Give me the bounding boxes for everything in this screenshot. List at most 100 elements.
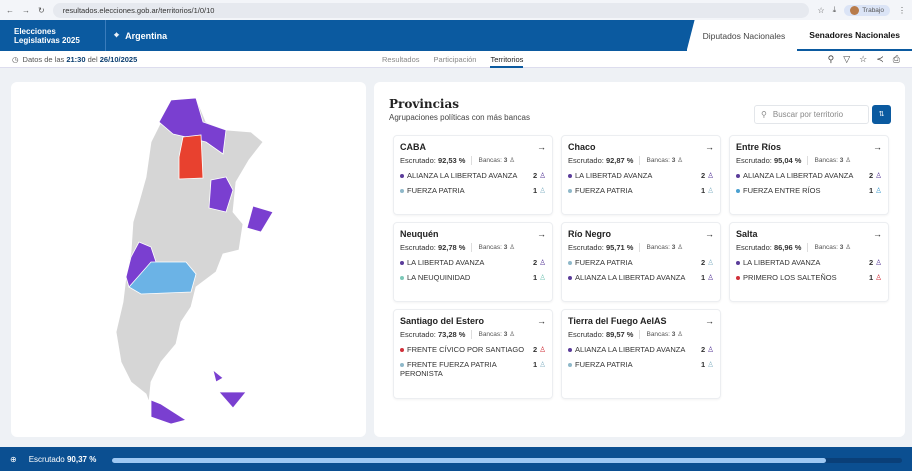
province-name: Chaco [568, 142, 596, 152]
party-seats: 2 [701, 171, 706, 180]
party-row: LA LIBERTAD AVANZA 2 ♙ [736, 258, 882, 267]
person-icon: ♙ [845, 244, 852, 251]
star-icon[interactable]: ☆ [817, 5, 825, 15]
party-color-dot [400, 174, 404, 179]
party-seats: 2 [869, 171, 874, 180]
menu-icon[interactable]: ⋮ [898, 5, 906, 15]
party-row: FRENTE FUERZA PATRIA PERONISTA 1 ♙ [400, 360, 546, 378]
share-icon[interactable]: ≺ [876, 53, 884, 64]
escrutado: Escrutado: 95,04 % [736, 156, 802, 165]
arrow-right-icon[interactable]: → [537, 316, 546, 326]
favorite-icon[interactable]: ☆ [859, 53, 868, 64]
person-icon: ♙ [875, 186, 882, 195]
tab-senadores[interactable]: Senadores Nacionales [797, 20, 912, 51]
arrow-right-icon[interactable]: → [873, 142, 882, 152]
filter-icon[interactable]: ▽ [843, 53, 851, 64]
footer-progress: ⊕ Escrutado 90,37 % [0, 447, 912, 471]
party-seats: 1 [869, 186, 874, 195]
forward-icon[interactable]: → [22, 5, 30, 15]
arrow-right-icon[interactable]: → [537, 229, 546, 239]
province-card[interactable]: Chaco → Escrutado: 92,87 % Bancas: 3 ♙ LA L… [561, 135, 721, 215]
province-card[interactable]: Entre Ríos → Escrutado: 95,04 % Bancas: 3 … [729, 135, 889, 215]
profile-button[interactable]: Trabajo [844, 4, 890, 16]
back-icon[interactable]: ← [6, 5, 14, 15]
map-argentina-outline [115, 97, 264, 403]
person-icon: ♙ [677, 157, 684, 164]
party-seats: 2 [533, 258, 538, 267]
escrutado: Escrutado: 92,78 % [400, 243, 466, 252]
provinces-panel: Provincias Agrupaciones políticas con má… [374, 82, 905, 437]
party-seats: 1 [533, 273, 538, 282]
party-color-dot [568, 189, 572, 194]
party-color-dot [400, 363, 404, 368]
tab-territorios[interactable]: Territorios [490, 51, 524, 68]
province-card[interactable]: Tierra del Fuego AeIAS → Escrutado: 89,57… [561, 309, 721, 399]
download-icon[interactable]: ⤓ [832, 5, 837, 14]
tab-participacion[interactable]: Participación [433, 54, 477, 64]
map-province-salta-jujuy[interactable] [158, 97, 227, 155]
party-row: ALIANZA LA LIBERTAD AVANZA 1 ♙ [568, 273, 714, 282]
sort-button[interactable]: ⇅ [872, 105, 891, 124]
province-card[interactable]: Río Negro → Escrutado: 95,71 % Bancas: 3 ♙… [561, 222, 721, 302]
party-color-dot [736, 189, 740, 194]
party-seats: 1 [701, 360, 706, 369]
reload-icon[interactable]: ↻ [38, 5, 45, 15]
party-name: LA NEUQUINIDAD [407, 273, 471, 282]
map-islas-malvinas[interactable] [212, 368, 247, 409]
province-card[interactable]: Santiago del Estero → Escrutado: 73,28 % B… [393, 309, 553, 399]
person-icon: ♙ [707, 273, 714, 282]
map-province-rio-negro[interactable] [128, 261, 197, 295]
person-icon: ♙ [539, 258, 546, 267]
bancas: Bancas: 3 ♙ [639, 243, 683, 252]
person-icon: ♙ [875, 273, 882, 282]
expand-icon[interactable]: ⊕ [10, 454, 17, 464]
party-color-dot [736, 261, 740, 266]
logo[interactable]: Elecciones Legislativas 2025 [0, 27, 105, 45]
arrow-right-icon[interactable]: → [705, 229, 714, 239]
province-card[interactable]: Salta → Escrutado: 86,96 % Bancas: 3 ♙ LA L… [729, 222, 889, 302]
address-bar[interactable]: resultados.elecciones.gob.ar/territorios… [52, 2, 810, 18]
arrow-right-icon[interactable]: → [873, 229, 882, 239]
province-name: Neuquén [400, 229, 439, 239]
party-name: FRENTE FUERZA PATRIA PERONISTA [400, 360, 497, 378]
bancas: Bancas: 3 ♙ [471, 156, 515, 165]
party-name: ALIANZA LA LIBERTAD AVANZA [743, 171, 854, 180]
map-province-santiago[interactable] [178, 134, 204, 180]
arrow-right-icon[interactable]: → [705, 316, 714, 326]
tab-diputados[interactable]: Diputados Nacionales [686, 20, 798, 51]
panel-title: Provincias [389, 97, 460, 111]
party-row: LA NEUQUINIDAD 1 ♙ [400, 273, 546, 282]
arrow-right-icon[interactable]: → [705, 142, 714, 152]
footer-escrutado: Escrutado 90,37 % [28, 454, 97, 464]
bancas: Bancas: 3 ♙ [807, 243, 851, 252]
argentina-map [11, 82, 366, 437]
arrow-right-icon[interactable]: → [537, 142, 546, 152]
bancas: Bancas: 3 ♙ [639, 156, 683, 165]
search-icon[interactable]: ⚲ [827, 53, 835, 64]
location-selector[interactable]: ⌖ Argentina [105, 20, 167, 51]
map-province-tierra-del-fuego[interactable] [150, 399, 187, 425]
print-icon[interactable]: ⎙ [892, 53, 900, 64]
party-seats: 1 [701, 273, 706, 282]
province-card[interactable]: Neuquén → Escrutado: 92,78 % Bancas: 3 ♙ LA… [393, 222, 553, 302]
party-color-dot [568, 261, 572, 266]
person-icon: ♙ [707, 186, 714, 195]
person-icon: ♙ [707, 345, 714, 354]
party-name: FUERZA PATRIA [575, 258, 633, 267]
province-card[interactable]: CABA → Escrutado: 92,53 % Bancas: 3 ♙ ALIAN… [393, 135, 553, 215]
party-row: LA LIBERTAD AVANZA 2 ♙ [400, 258, 546, 267]
party-name: ALIANZA LA LIBERTAD AVANZA [575, 345, 686, 354]
bancas: Bancas: 3 ♙ [471, 243, 515, 252]
person-icon: ♙ [707, 360, 714, 369]
province-name: Entre Ríos [736, 142, 782, 152]
map-province-entre-rios[interactable] [246, 205, 274, 233]
person-icon: ♙ [539, 171, 546, 180]
tab-resultados[interactable]: Resultados [382, 54, 420, 64]
url-text: resultados.elecciones.gob.ar/territorios… [62, 5, 215, 15]
territory-search-input[interactable]: ⚲ Buscar por territorio [754, 105, 869, 124]
province-name: Salta [736, 229, 758, 239]
map-province-chaco[interactable] [208, 176, 234, 213]
escrutado: Escrutado: 92,53 % [400, 156, 466, 165]
party-name: FUERZA ENTRE RÍOS [743, 186, 821, 195]
party-seats: 1 [533, 360, 538, 369]
